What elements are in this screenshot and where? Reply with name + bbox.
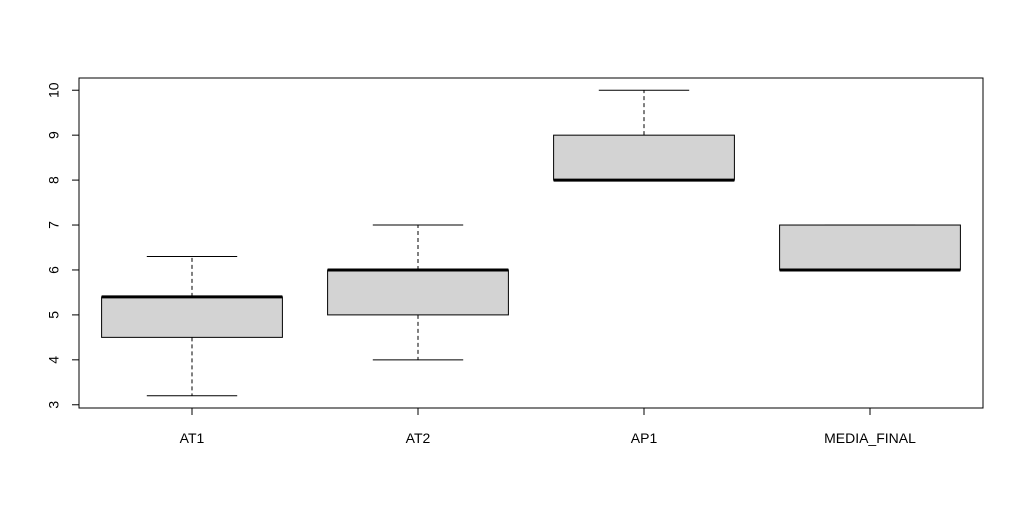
y-tick-label: 8 <box>46 176 62 184</box>
box <box>553 134 735 181</box>
y-tick-label: 4 <box>46 356 62 364</box>
box <box>101 296 283 338</box>
y-tick-label: 3 <box>46 401 62 409</box>
x-tick-label: AT1 <box>180 430 205 446</box>
y-tick-label: 5 <box>46 311 62 319</box>
y-tick-label: 10 <box>46 82 62 98</box>
y-tick-label: 6 <box>46 266 62 274</box>
x-tick-label: AT2 <box>406 430 431 446</box>
plot-frame <box>78 77 984 409</box>
y-tick-label: 9 <box>46 131 62 139</box>
box <box>327 269 509 316</box>
box <box>779 224 961 271</box>
y-tick-label: 7 <box>46 221 62 229</box>
x-tick-label: AP1 <box>631 430 658 446</box>
x-tick-label: MEDIA_FINAL <box>824 430 916 446</box>
